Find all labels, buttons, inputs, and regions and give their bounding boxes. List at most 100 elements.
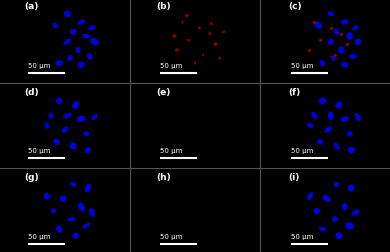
Text: 50 μm: 50 μm: [28, 148, 50, 154]
Text: (a): (a): [25, 3, 39, 11]
Ellipse shape: [49, 113, 53, 119]
Ellipse shape: [85, 147, 91, 154]
Ellipse shape: [355, 114, 361, 122]
Ellipse shape: [70, 183, 76, 187]
Text: 50 μm: 50 μm: [291, 148, 314, 154]
Ellipse shape: [69, 143, 77, 150]
Text: (b): (b): [156, 3, 171, 11]
Ellipse shape: [353, 26, 358, 32]
Ellipse shape: [346, 33, 353, 41]
Ellipse shape: [83, 223, 90, 229]
Ellipse shape: [82, 35, 90, 39]
Ellipse shape: [60, 196, 67, 202]
Ellipse shape: [222, 31, 225, 34]
Text: (f): (f): [288, 87, 300, 97]
Ellipse shape: [54, 139, 60, 146]
Text: (i): (i): [288, 173, 300, 182]
Text: (h): (h): [156, 173, 171, 182]
Ellipse shape: [90, 39, 99, 46]
Ellipse shape: [73, 233, 79, 239]
Text: 50 μm: 50 μm: [160, 63, 182, 69]
Ellipse shape: [210, 23, 213, 26]
Ellipse shape: [185, 15, 189, 18]
Ellipse shape: [50, 209, 57, 213]
Ellipse shape: [355, 39, 361, 46]
Ellipse shape: [44, 123, 49, 129]
Ellipse shape: [87, 54, 92, 61]
Ellipse shape: [351, 210, 360, 216]
Ellipse shape: [333, 143, 340, 150]
Ellipse shape: [182, 21, 184, 25]
Text: 50 μm: 50 μm: [28, 63, 50, 69]
Ellipse shape: [218, 58, 221, 60]
Ellipse shape: [348, 147, 355, 154]
Text: 50 μm: 50 μm: [28, 233, 50, 239]
Text: 50 μm: 50 μm: [160, 148, 182, 154]
Ellipse shape: [56, 98, 62, 105]
Ellipse shape: [312, 112, 317, 120]
Ellipse shape: [332, 216, 338, 222]
Ellipse shape: [307, 192, 313, 201]
Ellipse shape: [67, 217, 75, 222]
Ellipse shape: [83, 132, 89, 137]
Ellipse shape: [345, 222, 354, 229]
Ellipse shape: [64, 40, 71, 46]
Ellipse shape: [85, 184, 91, 193]
Ellipse shape: [342, 203, 347, 211]
Ellipse shape: [339, 47, 345, 55]
Ellipse shape: [53, 23, 58, 29]
Ellipse shape: [307, 124, 314, 128]
Ellipse shape: [55, 61, 63, 67]
Ellipse shape: [319, 227, 326, 231]
Ellipse shape: [77, 116, 86, 123]
Ellipse shape: [44, 193, 50, 200]
Ellipse shape: [172, 35, 177, 39]
Text: (g): (g): [25, 173, 39, 182]
Ellipse shape: [88, 26, 96, 31]
Ellipse shape: [323, 195, 331, 202]
Ellipse shape: [347, 131, 353, 137]
Text: 50 μm: 50 μm: [291, 233, 314, 239]
Ellipse shape: [348, 185, 355, 192]
Ellipse shape: [328, 12, 334, 17]
Ellipse shape: [341, 63, 348, 68]
Ellipse shape: [331, 56, 335, 62]
Ellipse shape: [175, 49, 179, 52]
Ellipse shape: [334, 182, 339, 188]
Ellipse shape: [314, 208, 320, 214]
Ellipse shape: [341, 116, 349, 122]
Ellipse shape: [328, 112, 333, 120]
Ellipse shape: [89, 208, 95, 217]
Ellipse shape: [76, 48, 81, 54]
Ellipse shape: [63, 113, 72, 119]
Ellipse shape: [317, 140, 323, 145]
Ellipse shape: [92, 115, 98, 121]
Ellipse shape: [328, 40, 334, 46]
Ellipse shape: [209, 33, 211, 36]
Ellipse shape: [67, 56, 73, 62]
Ellipse shape: [335, 102, 343, 109]
Ellipse shape: [333, 30, 340, 36]
Ellipse shape: [194, 62, 196, 66]
Ellipse shape: [64, 11, 71, 18]
Ellipse shape: [341, 20, 349, 25]
Ellipse shape: [213, 43, 218, 47]
Ellipse shape: [72, 102, 79, 110]
Ellipse shape: [62, 127, 68, 133]
Ellipse shape: [202, 54, 204, 57]
Ellipse shape: [315, 23, 322, 30]
Ellipse shape: [187, 40, 190, 42]
Text: 50 μm: 50 μm: [291, 63, 314, 69]
Text: 50 μm: 50 μm: [160, 233, 182, 239]
Text: (d): (d): [25, 87, 39, 97]
Ellipse shape: [78, 203, 85, 211]
Ellipse shape: [319, 61, 326, 67]
Ellipse shape: [56, 225, 62, 233]
Ellipse shape: [198, 27, 200, 30]
Text: (e): (e): [156, 87, 171, 97]
Ellipse shape: [349, 55, 357, 60]
Ellipse shape: [324, 127, 332, 133]
Ellipse shape: [335, 232, 343, 239]
Text: (c): (c): [288, 3, 302, 11]
Ellipse shape: [319, 98, 326, 105]
